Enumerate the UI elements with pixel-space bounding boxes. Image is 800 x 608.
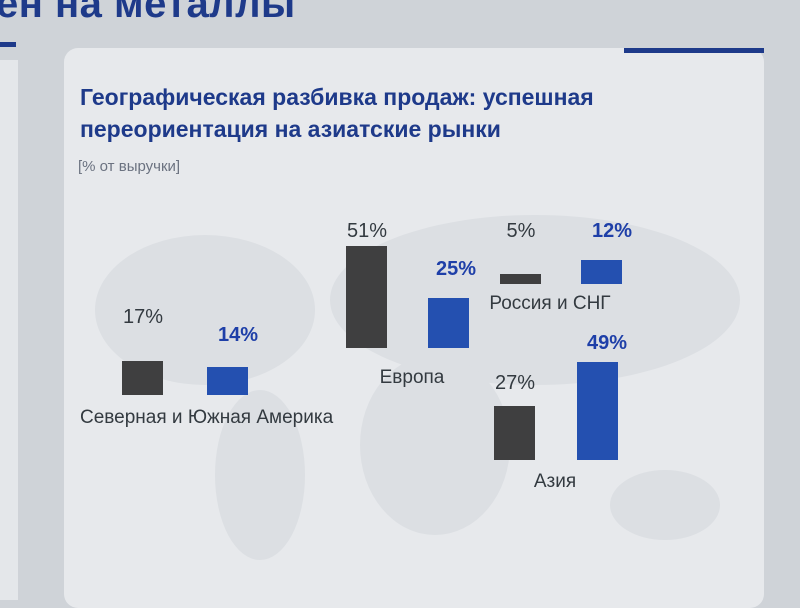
bar-russia-cis-before [500, 274, 541, 284]
page-header-title: ен на металлы [0, 0, 296, 26]
bar-russia-cis-after [581, 260, 622, 284]
left-panel-edge [0, 60, 18, 600]
value-label-asia-before: 27% [494, 372, 536, 394]
value-label-russia-cis-after: 12% [591, 220, 633, 242]
bar-americas-before [122, 361, 163, 395]
bar-americas-after [207, 367, 248, 395]
card-accent-line [624, 48, 764, 53]
bar-europe-before [346, 246, 387, 348]
map-australia [610, 470, 720, 540]
map-africa [360, 355, 510, 535]
chart-title-line-1: Географическая разбивка продаж: успешная [80, 84, 594, 110]
value-label-russia-cis-before: 5% [506, 220, 536, 242]
chart-title-line-2: переориентация на азиатские рынки [80, 116, 501, 142]
bar-asia-after [577, 362, 618, 460]
value-label-americas-before: 17% [122, 306, 164, 328]
value-label-americas-after: 14% [217, 324, 259, 346]
bar-asia-before [494, 406, 535, 460]
region-label-americas: Северная и Южная Америка [80, 407, 334, 428]
chart-unit-label: [% от выручки] [78, 158, 181, 175]
map-south-america [215, 390, 305, 560]
value-label-europe-after: 25% [435, 258, 477, 280]
map-north-america [95, 235, 315, 385]
bar-europe-after [428, 298, 469, 348]
region-label-europe: Европа [379, 367, 445, 388]
header-accent-line [0, 42, 16, 47]
value-label-asia-after: 49% [586, 332, 628, 354]
region-label-asia: Азия [533, 471, 577, 492]
region-label-russia-cis: Россия и СНГ [489, 293, 611, 314]
map-eurasia [330, 215, 740, 385]
value-label-europe-before: 51% [346, 220, 388, 242]
